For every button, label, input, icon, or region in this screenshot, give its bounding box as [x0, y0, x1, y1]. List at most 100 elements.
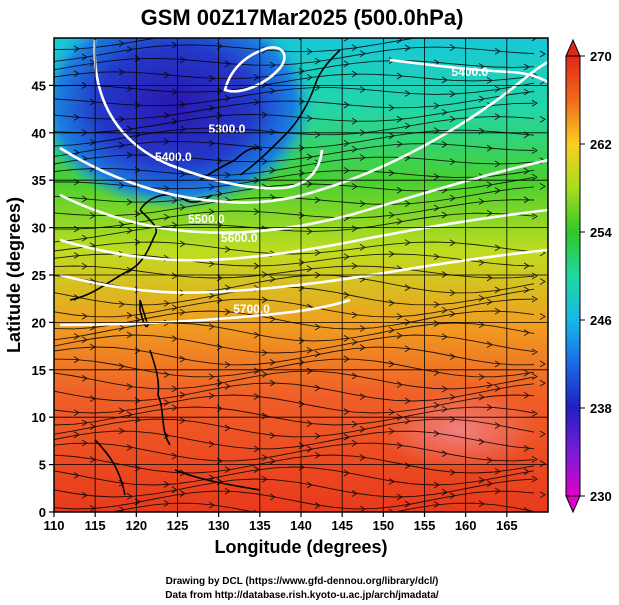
wind-arrow	[208, 75, 215, 82]
wind-arrow	[224, 308, 231, 316]
wind-arrow	[351, 225, 358, 232]
wind-arrow	[531, 475, 538, 483]
wind-arrow	[224, 466, 231, 473]
wind-arrow	[126, 493, 133, 500]
streamline	[54, 286, 535, 306]
contour-label: 5600.0	[221, 231, 258, 245]
wind-arrow	[449, 90, 456, 98]
wind-arrow	[433, 481, 440, 489]
contour-labels: 5300.0 5400.0 5500.0 5600.0 5700.0 5400.0	[155, 65, 488, 316]
wind-arrow	[494, 113, 501, 121]
wind-arrow	[433, 320, 440, 327]
wind-arrow	[179, 417, 186, 424]
wind-arrow	[523, 286, 530, 294]
wind-arrow	[478, 198, 485, 205]
wind-arrow	[539, 379, 546, 387]
wind-arrow	[404, 284, 411, 292]
x-tick-label: 140	[290, 518, 312, 533]
wind-arrow	[449, 353, 456, 361]
wind-arrow	[359, 505, 366, 512]
streamline	[54, 143, 535, 165]
wind-arrow	[73, 149, 80, 156]
wind-arrow	[531, 173, 538, 181]
wind-arrow	[269, 432, 276, 439]
wind-arrow	[126, 85, 133, 92]
y-tick-label: 5	[39, 458, 46, 473]
wind-arrow	[261, 349, 268, 357]
wind-arrow	[449, 239, 456, 247]
streamline	[54, 253, 535, 267]
wind-arrow	[441, 450, 448, 458]
wind-arrow	[269, 166, 276, 174]
wind-arrow	[179, 490, 186, 497]
wind-arrow	[539, 116, 546, 123]
wind-arrow	[269, 379, 276, 387]
wind-arrow	[396, 381, 403, 389]
wind-arrow	[494, 286, 501, 294]
wind-arrow	[449, 310, 456, 318]
wind-arrow	[404, 239, 411, 247]
wind-arrow	[433, 173, 440, 181]
wind-arrow	[253, 509, 259, 512]
wind-arrow	[343, 101, 350, 109]
y-tick-label: 45	[32, 78, 46, 93]
wind-arrow	[306, 115, 313, 122]
streamline	[54, 169, 535, 190]
wind-arrow	[81, 262, 88, 270]
colorbar-tick-label: 246	[590, 313, 612, 328]
colorbar-upper-extension	[565, 38, 581, 57]
wind-arrow	[343, 408, 350, 415]
wind-arrow	[208, 139, 215, 147]
wind-arrow	[73, 252, 80, 259]
streamline	[54, 334, 535, 354]
wind-arrow	[487, 31, 492, 37]
credit-drawing: Drawing by DCL (https://www.gfd-dennou.o…	[166, 576, 439, 587]
wind-arrow	[224, 382, 231, 390]
wind-arrow	[388, 360, 395, 368]
streamline	[54, 38, 420, 62]
wind-arrow	[253, 466, 260, 473]
wind-arrow	[494, 85, 501, 93]
wind-arrow	[388, 250, 395, 258]
wind-arrow	[388, 104, 395, 112]
wind-arrow	[314, 451, 321, 459]
y-tick-label: 40	[32, 126, 46, 141]
streamline	[54, 478, 535, 498]
wind-arrow	[343, 291, 350, 299]
wind-arrow	[478, 500, 485, 508]
wind-arrow	[404, 44, 411, 52]
wind-arrow	[404, 200, 411, 208]
wind-arrow	[163, 399, 170, 407]
wind-arrow	[359, 344, 366, 351]
wind-arrow	[208, 501, 215, 509]
wind-arrow	[494, 467, 501, 475]
wind-arrow	[396, 313, 403, 320]
streamline	[54, 212, 535, 243]
wind-arrow	[531, 410, 538, 417]
wind-arrow	[253, 208, 260, 216]
wind-arrow	[486, 274, 493, 282]
streamline	[54, 156, 535, 176]
x-tick-label: 125	[167, 518, 189, 533]
wind-arrow	[441, 333, 448, 341]
wind-arrow	[404, 417, 411, 425]
wind-arrow	[351, 439, 358, 447]
streamline	[54, 454, 535, 474]
wind-arrow	[523, 262, 530, 270]
streamline	[54, 394, 535, 414]
colorbar-tick-label: 270	[590, 49, 612, 64]
wind-arrow	[351, 338, 358, 346]
wind-arrow	[261, 475, 268, 483]
wind-arrow	[441, 385, 448, 393]
wind-arrow	[433, 102, 440, 110]
streamline	[54, 46, 535, 71]
colorbar-lower-extension	[565, 495, 581, 514]
wind-arrow	[306, 367, 313, 375]
wind-arrow	[523, 369, 530, 377]
wind-arrow	[494, 307, 501, 315]
streamline	[54, 38, 361, 51]
wind-arrow	[523, 507, 530, 512]
x-tick-label: 150	[372, 518, 394, 533]
wind-arrow	[351, 117, 358, 125]
wind-arrow	[163, 138, 170, 145]
